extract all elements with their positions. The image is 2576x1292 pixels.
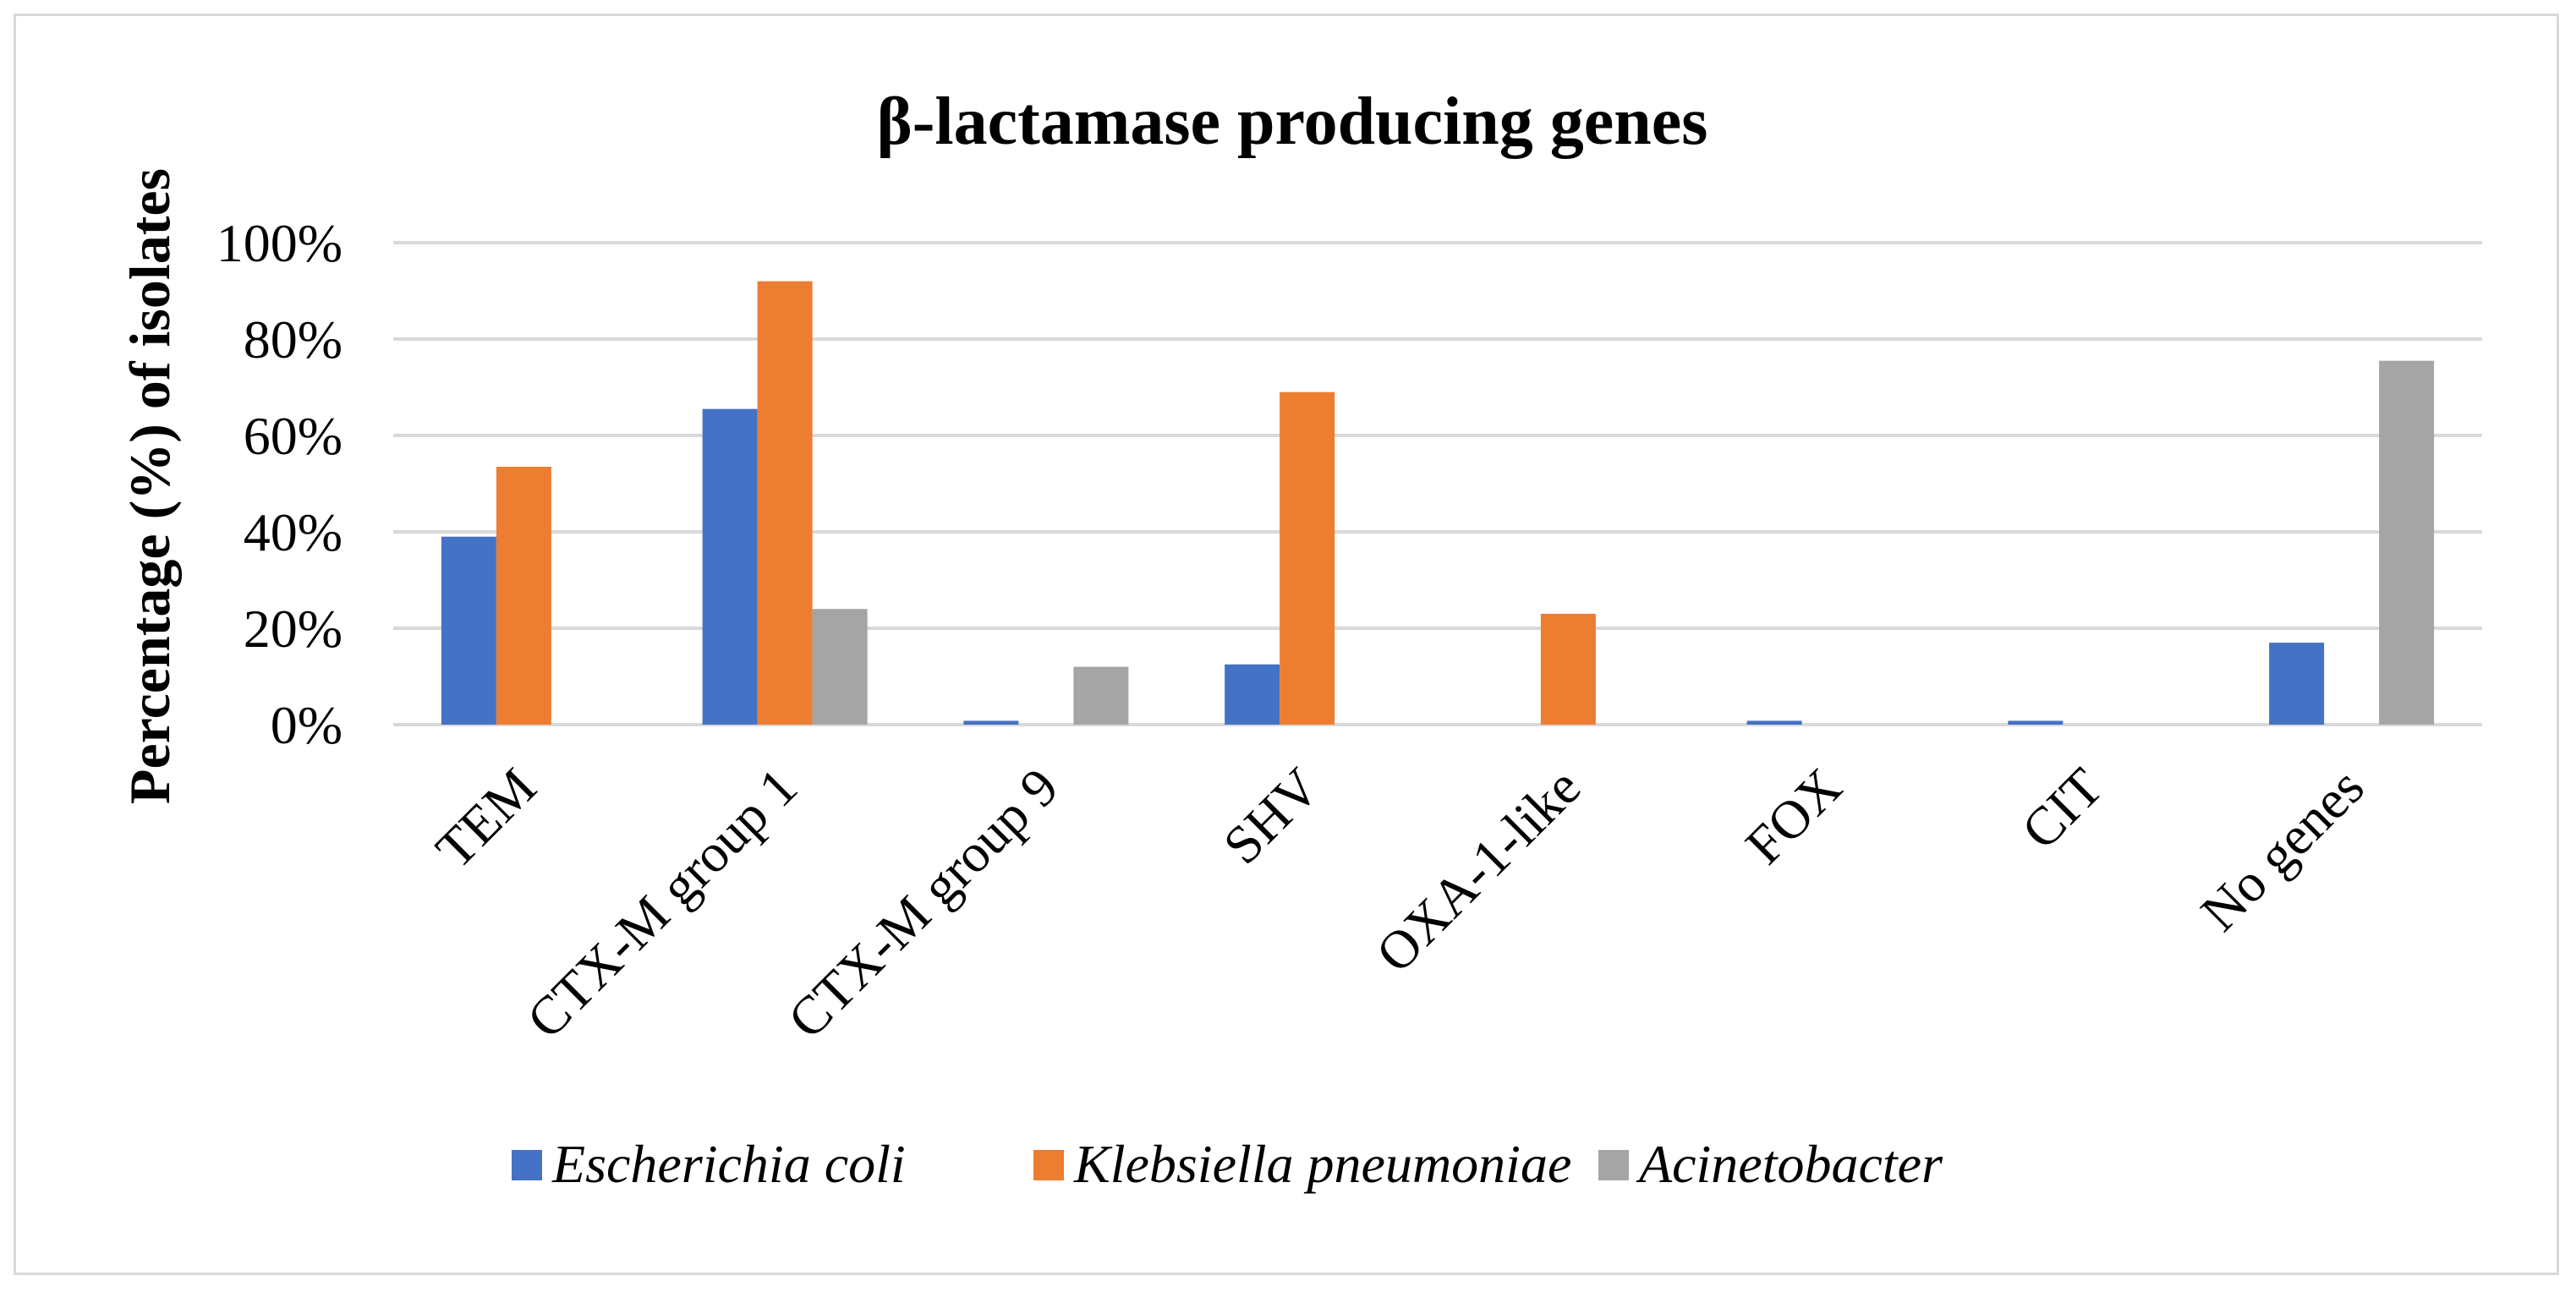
x-tick-label: CTX-M group 9 <box>776 757 1070 1050</box>
x-tick-label: TEM <box>425 757 548 880</box>
bar <box>2008 720 2064 725</box>
series-acinetobacter <box>812 360 2435 725</box>
y-axis-ticks: 0% 20% 40% 60% 80% 100% <box>216 213 343 755</box>
y-tick-label: 100% <box>216 213 343 273</box>
bar <box>1073 666 1129 725</box>
y-tick-label: 60% <box>244 406 343 466</box>
bar <box>1540 613 1596 725</box>
x-tick-label: CIT <box>2010 757 2114 861</box>
series-escherichia-coli <box>441 408 2325 725</box>
legend-swatch <box>1033 1150 1064 1180</box>
y-tick-label: 0% <box>271 695 343 755</box>
y-tick-label: 80% <box>244 309 343 370</box>
x-tick-label: No genes <box>2190 757 2376 943</box>
y-axis-label: Percentage (%) of isolates <box>118 168 182 804</box>
x-tick-label: CTX-M group 1 <box>515 757 808 1050</box>
series-klebsiella-pneumoniae <box>496 281 1596 725</box>
x-tick-label: OXA-1-like <box>1364 757 1592 984</box>
bar <box>812 609 868 725</box>
bar <box>757 281 813 725</box>
bar <box>1225 664 1280 725</box>
legend-label: Klebsiella pneumoniae <box>1073 1134 1571 1194</box>
bar <box>1280 391 1335 725</box>
bar <box>963 720 1019 725</box>
legend-swatch <box>512 1150 542 1180</box>
bar <box>702 408 758 725</box>
y-tick-label: 20% <box>244 599 343 659</box>
legend-label: Acinetobacter <box>1636 1134 1943 1194</box>
legend-swatch <box>1598 1150 1629 1180</box>
bar <box>2269 643 2325 725</box>
bar <box>441 536 496 725</box>
legend: Escherichia coli Klebsiella pneumoniae Aci… <box>512 1134 1943 1194</box>
bar <box>2379 360 2435 725</box>
x-tick-label: SHV <box>1212 757 1331 876</box>
bar <box>1746 720 1802 725</box>
y-tick-label: 40% <box>244 502 343 562</box>
x-tick-label: FOX <box>1734 757 1853 876</box>
chart-title: β-lactamase producing genes <box>877 85 1708 159</box>
legend-label: Escherichia coli <box>551 1134 906 1194</box>
bar <box>496 467 551 725</box>
bars <box>441 281 2435 725</box>
